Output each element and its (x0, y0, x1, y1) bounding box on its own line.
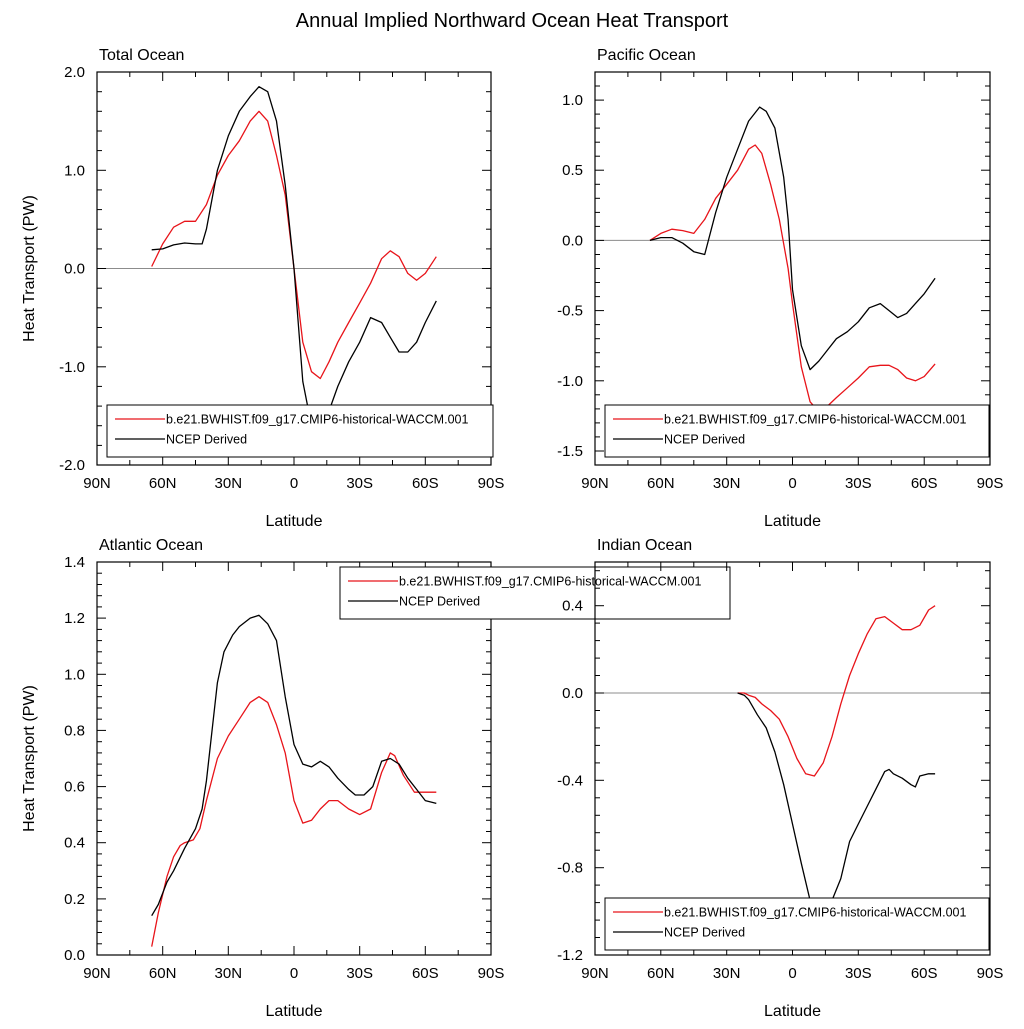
legend-label: b.e21.BWHIST.f09_g17.CMIP6-historical-WA… (664, 413, 966, 427)
x-tick-label: 60N (647, 475, 675, 492)
series-line-model (649, 144, 936, 413)
x-tick-label: 30S (845, 475, 872, 492)
x-tick-label: 60N (149, 475, 177, 492)
plot-frame (96, 71, 492, 466)
panel-title: Atlantic Ocean (99, 537, 203, 554)
x-tick-label: 30S (845, 965, 872, 982)
y-tick-label: -1.0 (557, 373, 583, 390)
y-tick-label: -1.2 (557, 947, 583, 964)
x-tick-label: 60S (412, 475, 439, 492)
legend: b.e21.BWHIST.f09_g17.CMIP6-historical-WA… (604, 404, 990, 458)
figure-title: Annual Implied Northward Ocean Heat Tran… (296, 10, 729, 32)
y-tick-label: 0.0 (562, 685, 583, 702)
panel-1: Total Ocean 90N 60N 30N 0 30S 60S 90S -2.0 -1.0 0.… (21, 47, 504, 530)
y-tick-label: 0.5 (562, 162, 583, 179)
y-tick-label: -2.0 (59, 457, 85, 474)
y-tick-label: 0.4 (562, 598, 583, 615)
x-tick-label: 0 (788, 475, 796, 492)
x-tick-label: 90N (83, 475, 111, 492)
x-tick-label: 30S (346, 965, 373, 982)
x-tick-label: 30N (215, 965, 243, 982)
panel-title: Pacific Ocean (597, 47, 696, 64)
series-line-model (151, 696, 437, 947)
x-tick-label: 30S (346, 475, 373, 492)
x-axis-label: Latitude (266, 1003, 323, 1020)
y-tick-label: -0.8 (557, 860, 583, 877)
plot-frame (96, 561, 492, 956)
legend-label: NCEP Derived (166, 433, 247, 447)
y-tick-label: 0.8 (64, 722, 85, 739)
y-tick-label: -0.4 (557, 772, 583, 789)
legend: b.e21.BWHIST.f09_g17.CMIP6-historical-WA… (106, 404, 494, 458)
y-axis-label: Heat Transport (PW) (21, 685, 38, 832)
y-tick-label: 0.0 (562, 232, 583, 249)
y-axis-label: Heat Transport (PW) (21, 195, 38, 342)
x-tick-label: 0 (788, 965, 796, 982)
y-tick-label: -1.0 (59, 359, 85, 376)
y-tick-label: 0.0 (64, 947, 85, 964)
x-tick-label: 60S (911, 475, 938, 492)
y-tick-label: 1.2 (64, 610, 85, 627)
legend-box (106, 404, 494, 458)
x-tick-label: 90S (977, 965, 1004, 982)
series-line-ncep (151, 614, 437, 917)
y-tick-label: 0.0 (64, 261, 85, 278)
x-tick-label: 90N (581, 965, 609, 982)
y-tick-label: 1.4 (64, 554, 85, 571)
x-axis-label: Latitude (266, 513, 323, 530)
x-tick-label: 0 (290, 475, 298, 492)
y-tick-label: -1.5 (557, 443, 583, 460)
legend-label: b.e21.BWHIST.f09_g17.CMIP6-historical-WA… (166, 413, 468, 427)
x-tick-label: 30N (713, 965, 741, 982)
y-tick-label: 2.0 (64, 64, 85, 81)
legend-box (604, 404, 990, 458)
plot-frame (594, 71, 991, 466)
legend: b.e21.BWHIST.f09_g17.CMIP6-historical-WA… (339, 566, 731, 620)
panel-2: Pacific Ocean 90N 60N 30N 0 30S 60S 90S -1.5 -1.0… (557, 47, 1003, 530)
x-tick-label: 90N (83, 965, 111, 982)
y-tick-label: -0.5 (557, 303, 583, 320)
legend-box (604, 897, 990, 951)
y-tick-label: 1.0 (64, 162, 85, 179)
panel-4: Indian Ocean 90N 60N 30N 0 30S 60S 90S -1.2 -0.8 -… (557, 537, 1003, 1020)
x-axis-label: Latitude (764, 513, 821, 530)
panels: Total Ocean 90N 60N 30N 0 30S 60S 90S -2.0 -1.0 0.… (21, 47, 1003, 1020)
x-tick-label: 0 (290, 965, 298, 982)
x-tick-label: 90N (581, 475, 609, 492)
x-tick-label: 90S (977, 475, 1004, 492)
x-tick-label: 60S (412, 965, 439, 982)
series-line-ncep (151, 86, 437, 432)
series-line-ncep (737, 692, 936, 921)
plot-frame (594, 561, 991, 956)
y-tick-label: 0.4 (64, 835, 85, 852)
x-tick-label: 90S (478, 475, 505, 492)
x-tick-label: 90S (478, 965, 505, 982)
panel-title: Total Ocean (99, 47, 184, 64)
legend-label: b.e21.BWHIST.f09_g17.CMIP6-historical-WA… (664, 906, 966, 920)
x-tick-label: 60S (911, 965, 938, 982)
y-tick-label: 0.6 (64, 779, 85, 796)
series-line-ncep (649, 106, 936, 371)
legend-label: NCEP Derived (664, 926, 745, 940)
panel-3: Atlantic Ocean 90N 60N 30N 0 30S 60S 90S 0.0 0.2 0… (21, 537, 731, 1020)
legend-label: NCEP Derived (399, 595, 480, 609)
y-tick-label: 0.2 (64, 891, 85, 908)
legend-label: b.e21.BWHIST.f09_g17.CMIP6-historical-WA… (399, 575, 701, 589)
x-axis-label: Latitude (764, 1003, 821, 1020)
x-tick-label: 60N (149, 965, 177, 982)
x-tick-label: 60N (647, 965, 675, 982)
legend-label: NCEP Derived (664, 433, 745, 447)
x-tick-label: 30N (215, 475, 243, 492)
series-line-model (151, 110, 437, 380)
legend: b.e21.BWHIST.f09_g17.CMIP6-historical-WA… (604, 897, 990, 951)
legend-box (339, 566, 731, 620)
y-tick-label: 1.0 (64, 666, 85, 683)
series-line-model (737, 605, 936, 777)
panel-title: Indian Ocean (597, 537, 692, 554)
y-tick-label: 1.0 (562, 92, 583, 109)
x-tick-label: 30N (713, 475, 741, 492)
